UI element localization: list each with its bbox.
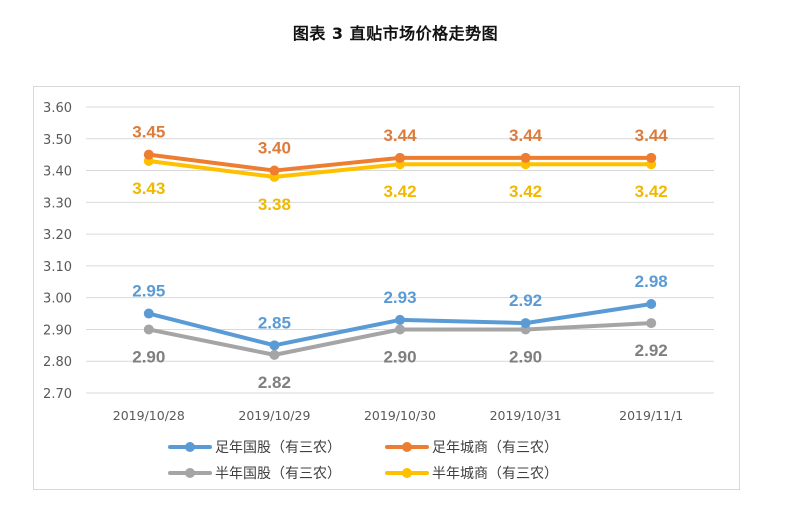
data-label: 3.38: [258, 195, 291, 214]
y-tick-label: 2.70: [43, 387, 72, 402]
legend-item: 半年国股（有三农）: [168, 466, 341, 482]
y-tick-label: 3.10: [43, 260, 72, 275]
legend-swatch-marker: [402, 468, 412, 478]
x-tick-label: 2019/10/28: [113, 408, 185, 423]
x-tick-label: 2019/10/30: [364, 408, 436, 423]
y-tick-label: 3.40: [43, 165, 72, 180]
data-label: 3.44: [509, 126, 543, 145]
legend-swatch-marker: [185, 468, 195, 478]
data-point: [646, 318, 657, 329]
data-point: [269, 340, 280, 351]
data-point: [143, 308, 154, 319]
y-tick-label: 3.60: [43, 101, 72, 116]
x-axis-ticks: 2019/10/28 2019/10/29 2019/10/30 2019/10/31…: [113, 408, 683, 423]
x-tick-label: 2019/10/31: [490, 408, 562, 423]
data-point: [269, 165, 280, 176]
chart-title: 图表 3 直贴市场价格走势图: [292, 24, 499, 43]
legend-label: 半年国股（有三农）: [215, 466, 341, 482]
legend: 足年国股（有三农） 足年城商（有三农） 半年国股（有三农） 半年城商（有三农）: [168, 440, 558, 482]
data-point: [520, 152, 531, 163]
data-point: [646, 299, 657, 310]
x-tick-label: 2019/11/1: [619, 408, 683, 423]
y-axis-ticks: 3.60 3.50 3.40 3.30 3.20 3.10 3.00 2.90 2.80 2.70: [43, 101, 72, 402]
data-label: 3.42: [509, 182, 542, 201]
data-point: [143, 324, 154, 335]
y-tick-label: 3.00: [43, 292, 72, 307]
data-label: 2.95: [132, 282, 165, 301]
data-point: [520, 318, 531, 329]
data-label: 3.44: [383, 126, 417, 145]
data-labels: 2.95 2.85 2.93 2.92 2.98 3.45 3.40 3.44 3.44 3.44…: [132, 123, 668, 392]
data-label: 2.98: [635, 272, 668, 291]
y-tick-label: 3.20: [43, 228, 72, 243]
data-label: 2.90: [509, 347, 542, 366]
data-label: 3.42: [635, 182, 668, 201]
data-label: 3.43: [132, 179, 165, 198]
data-point: [143, 149, 154, 160]
data-point: [395, 324, 405, 335]
legend-swatch-marker: [185, 442, 195, 452]
y-tick-label: 3.30: [43, 196, 72, 211]
data-label: 3.45: [132, 123, 165, 142]
data-label: 3.40: [258, 139, 291, 158]
series-lines: [143, 149, 657, 360]
legend-item: 半年城商（有三农）: [385, 466, 558, 482]
data-label: 2.90: [383, 347, 416, 366]
legend-label: 足年国股（有三农）: [215, 440, 341, 456]
legend-swatch-marker: [402, 442, 412, 452]
y-tick-label: 2.90: [43, 323, 72, 338]
data-point: [395, 152, 405, 163]
data-label: 2.90: [132, 347, 165, 366]
data-label: 3.42: [383, 182, 416, 201]
data-point: [269, 349, 280, 360]
y-tick-label: 3.50: [43, 133, 72, 148]
data-label: 3.44: [635, 126, 669, 145]
data-point: [646, 152, 657, 163]
legend-item: 足年城商（有三农）: [385, 440, 558, 456]
data-label: 2.93: [383, 288, 416, 307]
data-label: 2.82: [258, 373, 291, 392]
x-tick-label: 2019/10/29: [238, 408, 310, 423]
y-tick-label: 2.80: [43, 355, 72, 370]
legend-label: 半年城商（有三农）: [432, 466, 558, 482]
data-label: 2.92: [635, 341, 668, 360]
data-point: [395, 314, 405, 325]
data-label: 2.85: [258, 313, 291, 332]
legend-label: 足年城商（有三农）: [432, 440, 558, 456]
legend-item: 足年国股（有三农）: [168, 440, 341, 456]
data-label: 2.92: [509, 291, 542, 310]
